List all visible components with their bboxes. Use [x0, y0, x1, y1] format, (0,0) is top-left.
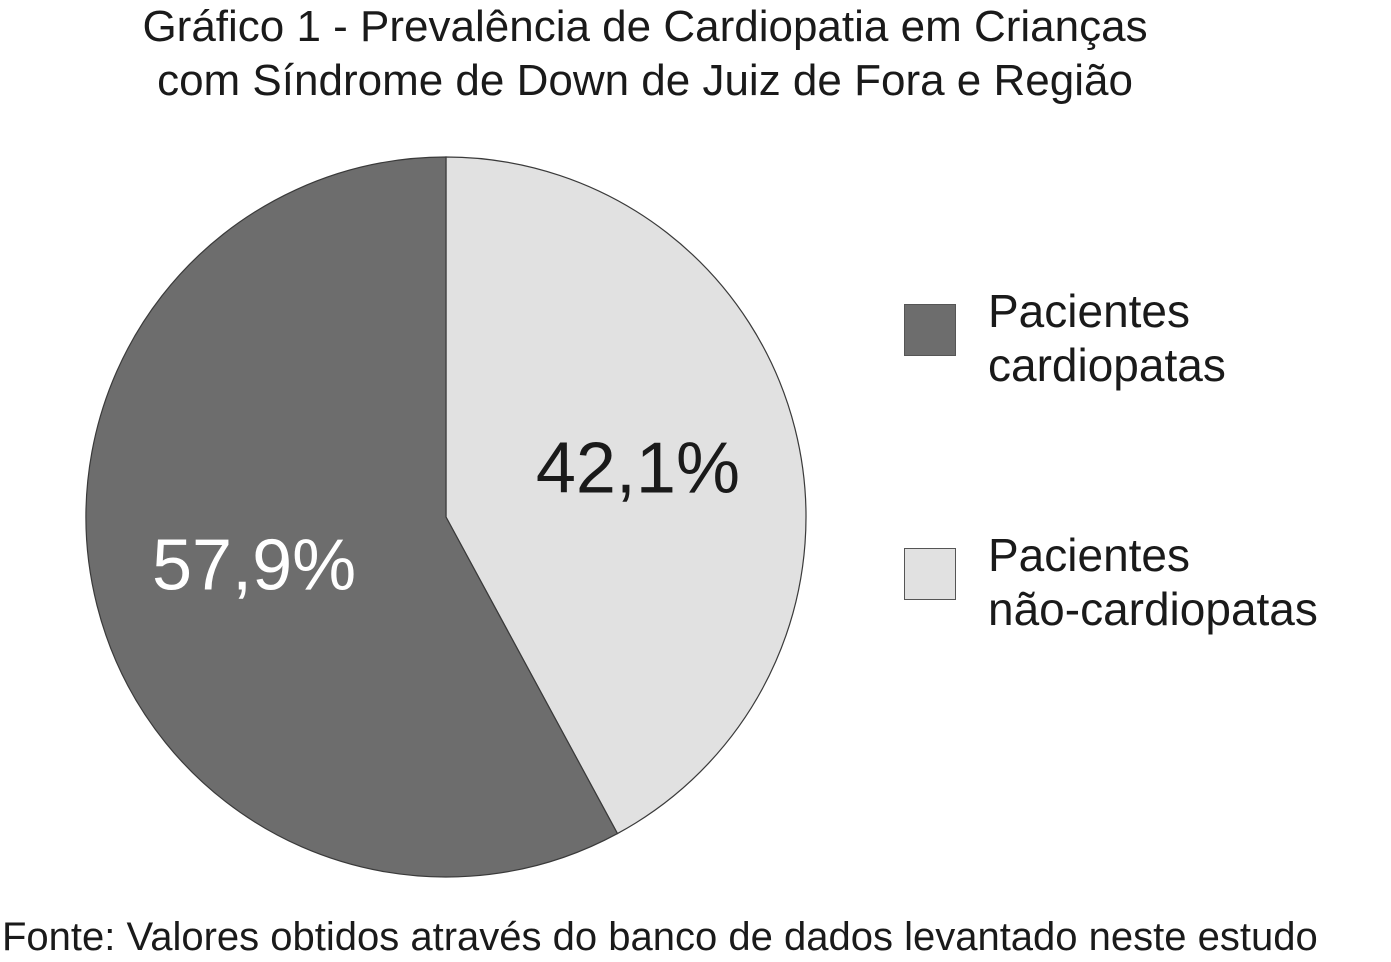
- pie-data-label-1: 57,9%: [152, 526, 356, 606]
- legend-label-cardiopatas-line-2: cardiopatas: [988, 339, 1226, 391]
- chart-title-line-1: Gráfico 1 - Prevalência de Cardiopatia e…: [142, 2, 1148, 51]
- pie-slice-1: [85, 156, 619, 878]
- chart-title: Gráfico 1 - Prevalência de Cardiopatia e…: [0, 0, 1290, 108]
- legend-label-nao-cardiopatas-line-1: Pacientes: [988, 529, 1191, 581]
- legend-label-nao-cardiopatas: Pacientes não-cardiopatas: [988, 528, 1318, 636]
- chart-source-note: Fonte: Valores obtidos através do banco …: [2, 915, 1318, 959]
- legend-label-cardiopatas-line-1: Pacientes: [988, 285, 1191, 337]
- chart-title-line-2: com Síndrome de Down de Juiz de Fora e R…: [157, 56, 1133, 105]
- legend-label-cardiopatas: Pacientes cardiopatas: [988, 284, 1226, 392]
- legend-label-nao-cardiopatas-line-2: não-cardiopatas: [988, 583, 1318, 635]
- legend-swatch-cardiopatas: [904, 304, 956, 356]
- pie-data-label-0: 42,1%: [536, 428, 740, 508]
- legend-swatch-nao-cardiopatas: [904, 548, 956, 600]
- pie-slice-0: [445, 156, 807, 835]
